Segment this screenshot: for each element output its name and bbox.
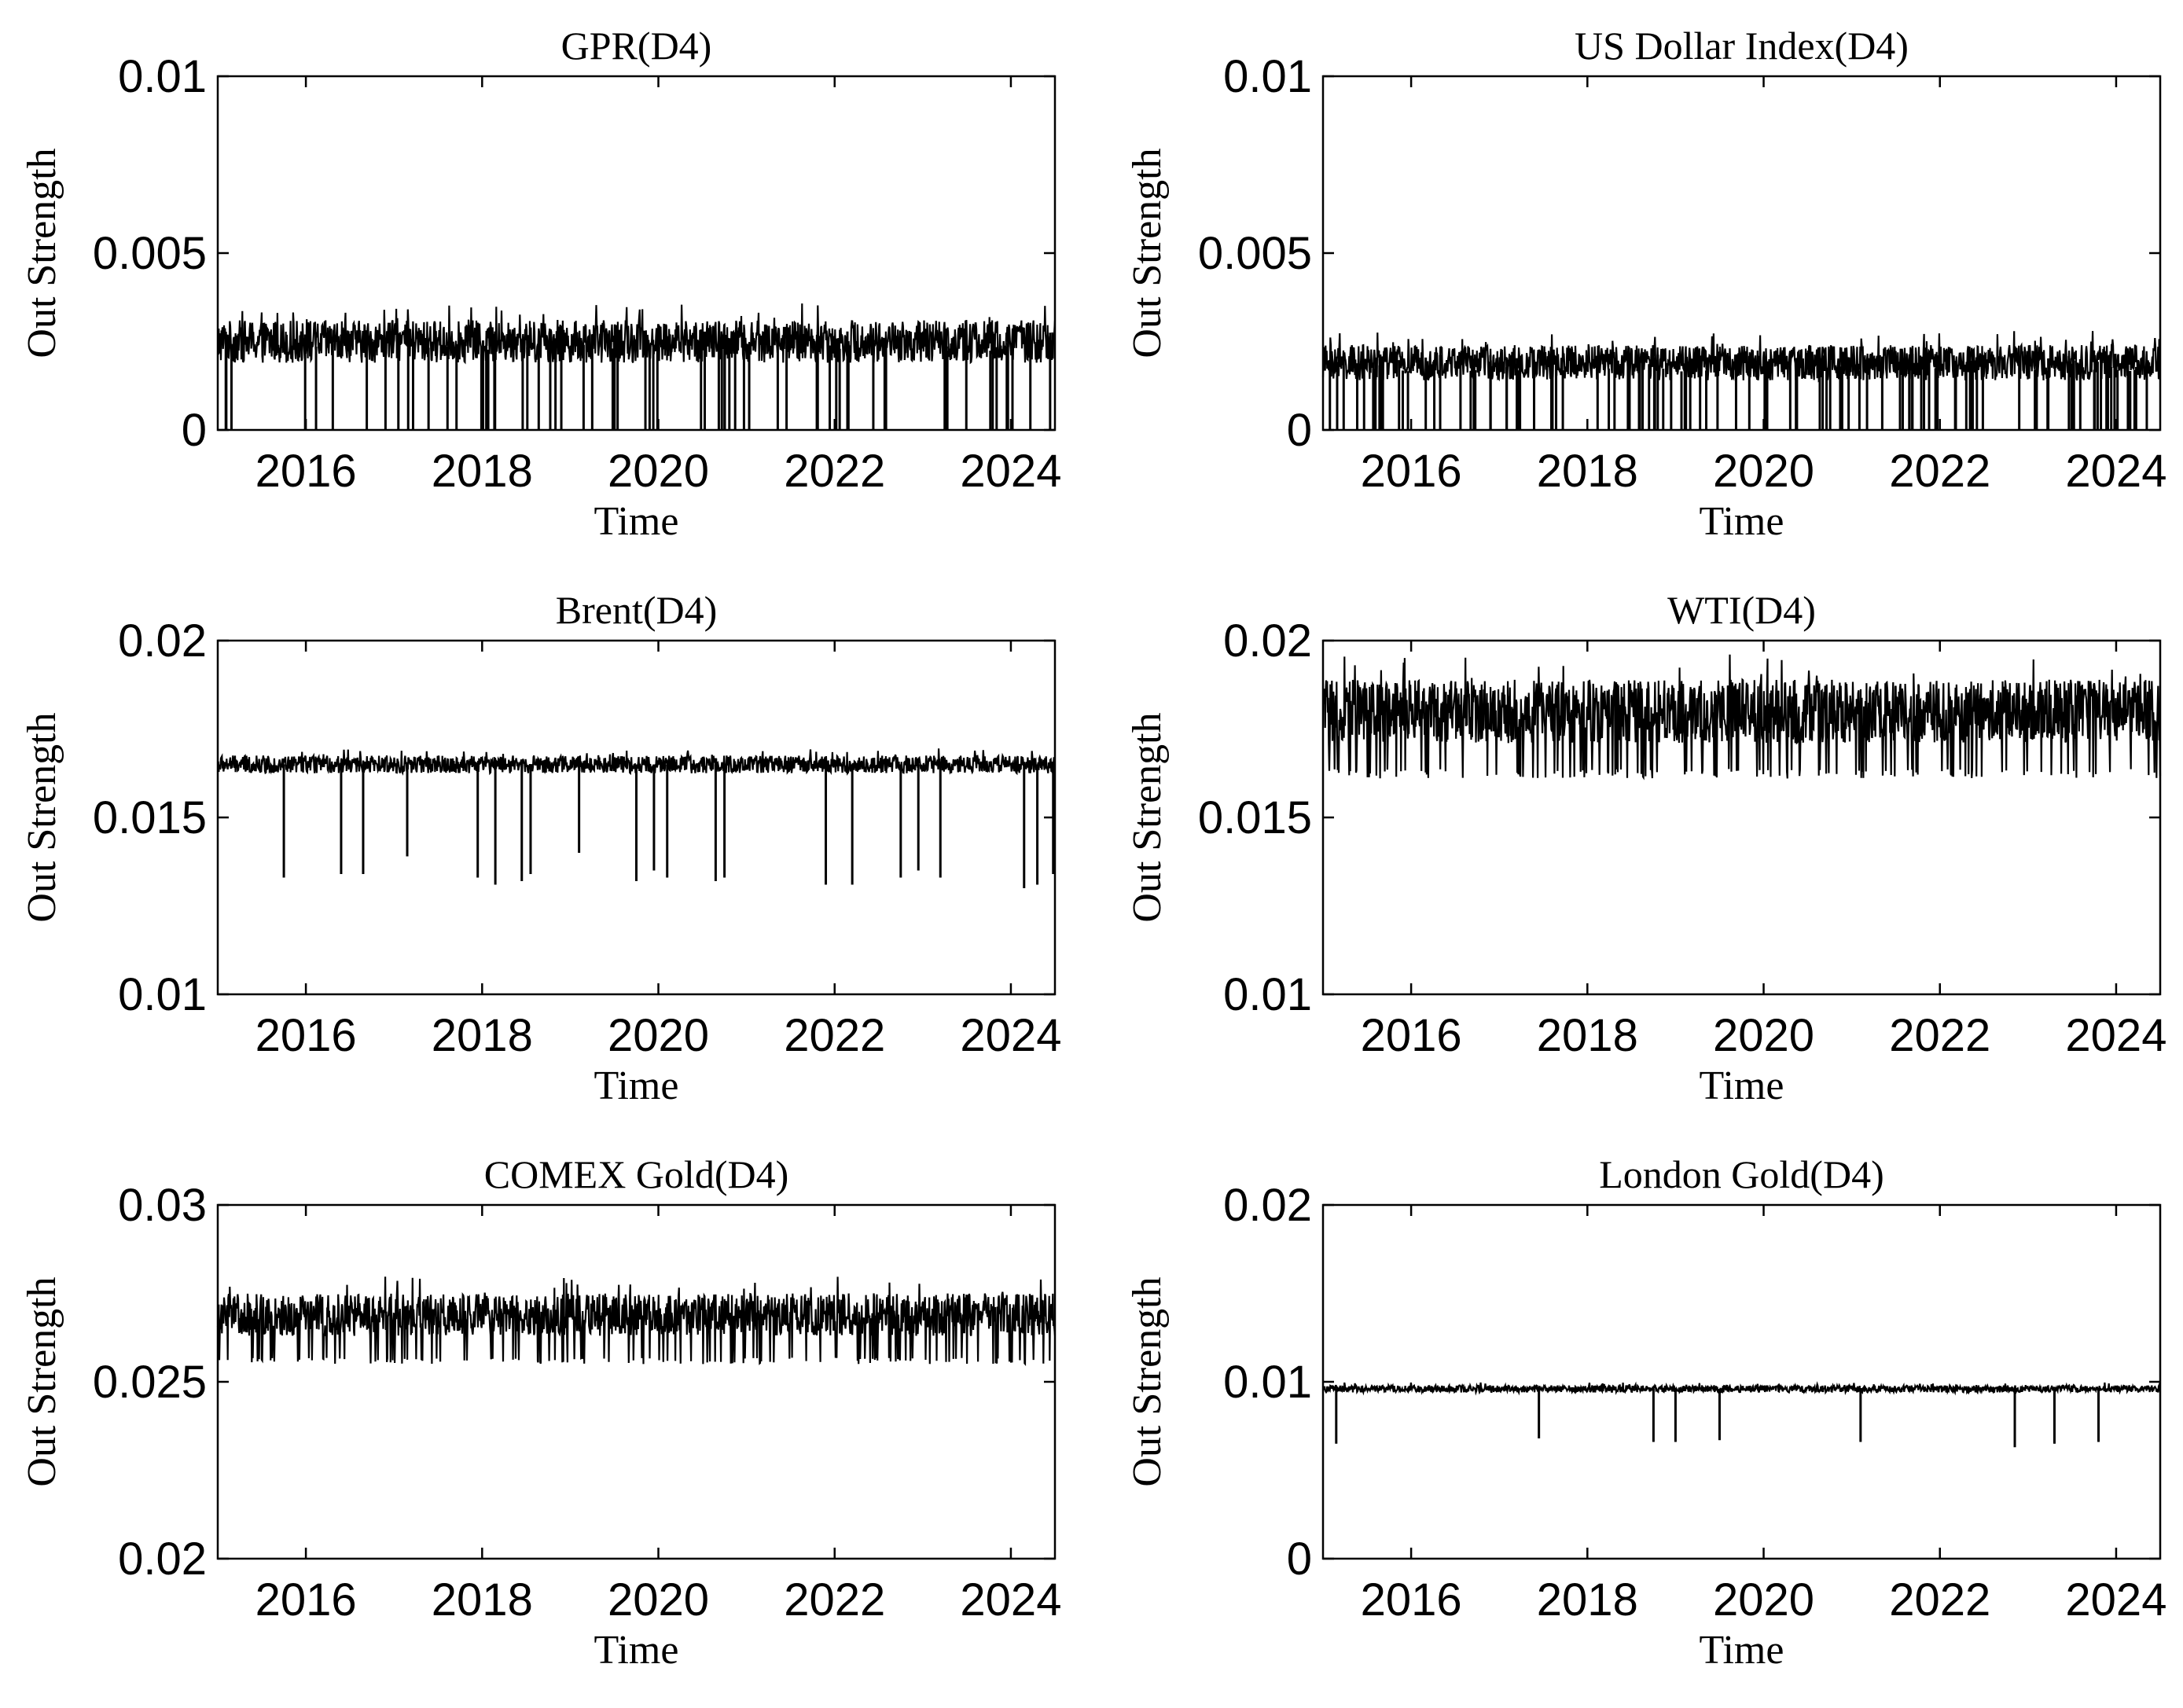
x-tick-label: 2020 bbox=[1713, 1010, 1814, 1061]
x-tick-label: 2022 bbox=[1889, 1010, 1990, 1061]
y-axis-label: Out Strength bbox=[1125, 148, 1170, 358]
y-axis-label: Out Strength bbox=[20, 148, 64, 358]
chart-title: GPR(D4) bbox=[561, 24, 712, 68]
y-tick-label: 0.02 bbox=[1223, 615, 1312, 667]
x-axis-label: Time bbox=[594, 1063, 679, 1108]
subplot-1: 2016 2018 2020 2022 2024 0 0.005 0.01 GPR(D4) Tim… bbox=[20, 24, 1061, 544]
y-tick-label: 0 bbox=[1287, 1534, 1312, 1585]
y-tick-label: 0.01 bbox=[1223, 969, 1312, 1020]
y-tick-label: 0.02 bbox=[1223, 1180, 1312, 1231]
subplot-4: 2016 2018 2020 2022 2024 0.01 0.015 0.02 WTI(D4)… bbox=[1125, 588, 2166, 1108]
x-tick-label: 2020 bbox=[608, 1010, 709, 1061]
x-axis-label: Time bbox=[1700, 499, 1784, 544]
y-axis-label: Out Strength bbox=[1125, 712, 1170, 922]
x-tick-label: 2022 bbox=[784, 1574, 885, 1625]
y-tick-label: 0.015 bbox=[93, 792, 207, 843]
y-tick-label: 0.01 bbox=[118, 51, 207, 102]
y-tick-label: 0.01 bbox=[1223, 1357, 1312, 1408]
x-axis-label: Time bbox=[1700, 1063, 1784, 1108]
y-tick-label: 0 bbox=[1287, 405, 1312, 456]
chart-title: London Gold(D4) bbox=[1599, 1152, 1883, 1196]
x-tick-label: 2024 bbox=[2065, 1010, 2166, 1061]
y-tick-label: 0.005 bbox=[1198, 228, 1312, 279]
series-line-6 bbox=[1322, 1381, 2162, 1396]
y-axis-label: Out Strength bbox=[20, 1276, 64, 1486]
y-tick-label: 0.005 bbox=[93, 228, 207, 279]
series-line-2 bbox=[1321, 331, 2161, 384]
x-tick-label: 2016 bbox=[255, 1574, 357, 1625]
x-tick-label: 2020 bbox=[608, 1574, 709, 1625]
x-axis-label: Time bbox=[594, 1628, 679, 1673]
x-tick-label: 2018 bbox=[432, 446, 533, 497]
y-tick-label: 0.025 bbox=[93, 1357, 207, 1408]
x-tick-label: 2016 bbox=[1361, 446, 1462, 497]
series-line-1 bbox=[216, 303, 1057, 365]
x-tick-label: 2016 bbox=[255, 1010, 357, 1061]
y-tick-label: 0.02 bbox=[118, 615, 207, 667]
y-tick-label: 0.015 bbox=[1198, 792, 1312, 843]
x-tick-label: 2018 bbox=[432, 1574, 533, 1625]
subplot-6: 2016 2018 2020 2022 2024 0 0.01 0.02 London Gold… bbox=[1125, 1152, 2166, 1673]
x-tick-label: 2018 bbox=[432, 1010, 533, 1061]
chart-title: COMEX Gold(D4) bbox=[484, 1152, 788, 1196]
y-tick-label: 0.01 bbox=[1223, 51, 1312, 102]
x-tick-label: 2024 bbox=[960, 446, 1061, 497]
x-tick-label: 2024 bbox=[2065, 446, 2166, 497]
x-tick-label: 2020 bbox=[1713, 446, 1814, 497]
x-axis-label: Time bbox=[594, 499, 679, 544]
y-axis-label: Out Strength bbox=[1125, 1276, 1170, 1486]
x-tick-label: 2020 bbox=[1713, 1574, 1814, 1625]
x-tick-label: 2016 bbox=[1361, 1574, 1462, 1625]
chart-title: WTI(D4) bbox=[1667, 588, 1816, 632]
x-tick-label: 2018 bbox=[1537, 1574, 1638, 1625]
x-tick-label: 2024 bbox=[960, 1010, 1061, 1061]
x-tick-label: 2020 bbox=[608, 446, 709, 497]
x-tick-label: 2022 bbox=[1889, 446, 1990, 497]
axes-box bbox=[1321, 1203, 2162, 1560]
y-tick-label: 0.03 bbox=[118, 1180, 207, 1231]
subplot-2: 2016 2018 2020 2022 2024 0 0.005 0.01 US Dollar … bbox=[1125, 24, 2166, 544]
x-axis-label: Time bbox=[1700, 1628, 1784, 1673]
x-tick-label: 2024 bbox=[960, 1574, 1061, 1625]
x-tick-label: 2022 bbox=[784, 446, 885, 497]
y-tick-label: 0 bbox=[182, 405, 207, 456]
y-tick-label: 0.01 bbox=[118, 969, 207, 1020]
series-line-5 bbox=[216, 1276, 1057, 1367]
series-line-4 bbox=[1322, 654, 2162, 781]
x-tick-label: 2018 bbox=[1537, 446, 1638, 497]
x-tick-label: 2022 bbox=[1889, 1574, 1990, 1625]
x-tick-label: 2016 bbox=[255, 446, 357, 497]
y-tick-label: 0.02 bbox=[118, 1534, 207, 1585]
x-tick-label: 2018 bbox=[1537, 1010, 1638, 1061]
subplot-3: 2016 2018 2020 2022 2024 0.01 0.015 0.02 Brent(D… bbox=[20, 588, 1061, 1108]
chart-title: US Dollar Index(D4) bbox=[1575, 24, 1909, 68]
axes-box bbox=[216, 75, 1057, 432]
x-tick-label: 2022 bbox=[784, 1010, 885, 1061]
chart-title: Brent(D4) bbox=[556, 588, 718, 632]
y-axis-label: Out Strength bbox=[20, 712, 64, 922]
x-tick-label: 2024 bbox=[2065, 1574, 2166, 1625]
subplot-5: 2016 2018 2020 2022 2024 0.02 0.025 0.03 COMEX G… bbox=[20, 1152, 1061, 1673]
axes-box bbox=[216, 1203, 1057, 1560]
x-tick-label: 2016 bbox=[1361, 1010, 1462, 1061]
